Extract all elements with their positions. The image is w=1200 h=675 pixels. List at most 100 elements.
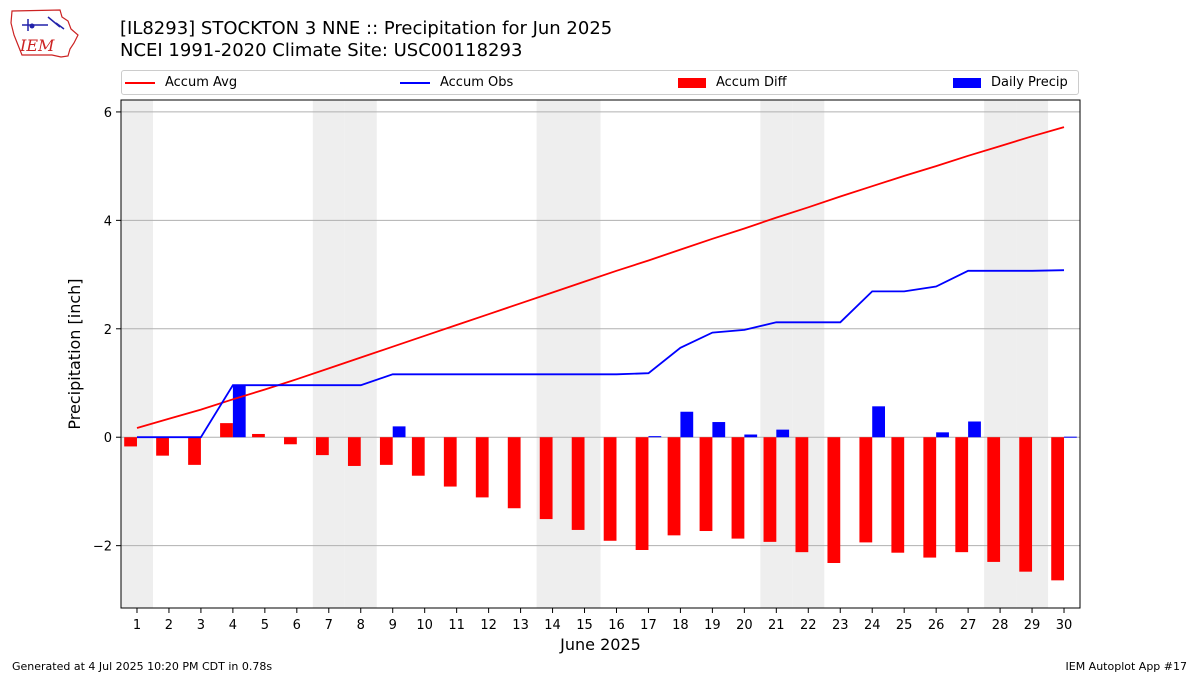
x-tick-label: 25 (896, 618, 913, 633)
bar-accum-diff (667, 437, 681, 536)
legend-item-accum-obs: Accum Obs (400, 71, 513, 94)
bar-accum-diff (923, 437, 937, 558)
legend-swatch-accum-diff (678, 77, 706, 88)
bar-accum-diff (571, 437, 585, 530)
legend-label-accum-diff: Accum Diff (716, 75, 787, 90)
x-tick-label: 3 (197, 618, 205, 633)
y-tick-label: 4 (104, 214, 112, 229)
bar-accum-diff (987, 437, 1001, 562)
plot-frame (120, 99, 1081, 609)
x-tick-label: 1 (133, 618, 141, 633)
bar-accum-diff (443, 437, 457, 487)
x-tick-label: 15 (576, 618, 593, 633)
legend-swatch-daily-precip (953, 77, 981, 88)
bar-accum-diff (539, 437, 553, 520)
y-tick-label: 2 (104, 323, 112, 338)
weekend-shade (121, 100, 153, 608)
x-tick-label: 11 (448, 618, 465, 633)
bar-accum-diff (699, 437, 713, 532)
bar-accum-diff (859, 437, 873, 543)
x-tick-label: 16 (608, 618, 625, 633)
legend-item-daily-precip: Daily Precip (953, 71, 1068, 94)
x-tick-label: 12 (480, 618, 497, 633)
bar-accum-diff (220, 423, 233, 438)
bar-accum-diff (411, 437, 425, 476)
x-tick-label: 14 (544, 618, 561, 633)
chart-subtitle: NCEI 1991-2020 Climate Site: USC00118293 (120, 40, 523, 61)
x-tick-label: 6 (293, 618, 301, 633)
x-tick-label: 27 (960, 618, 977, 633)
y-tick-label: 6 (104, 106, 112, 121)
bar-accum-diff (827, 437, 841, 564)
x-tick-label: 2 (165, 618, 173, 633)
bar-accum-diff (603, 437, 617, 541)
bar-daily-precip (680, 411, 694, 438)
bar-accum-diff (475, 437, 489, 498)
accum-avg-line (136, 126, 1065, 429)
bar-accum-diff (252, 433, 265, 438)
bars (124, 385, 1077, 581)
x-tick-label: 21 (768, 618, 785, 633)
bar-daily-precip (232, 385, 246, 438)
x-tick-label: 9 (389, 618, 397, 633)
x-tick-label: 28 (992, 618, 1009, 633)
bar-daily-precip (1064, 436, 1077, 438)
x-tick-label: 8 (357, 618, 365, 633)
chart-legend: Accum Avg Accum Obs Accum Diff Daily Pre… (121, 70, 1079, 95)
legend-item-accum-diff: Accum Diff (678, 71, 787, 94)
bar-accum-diff (763, 437, 777, 542)
weekend-shade (312, 100, 345, 608)
bar-accum-diff (1019, 437, 1033, 572)
iem-logo: IEM (8, 5, 80, 63)
y-tick-label: 0 (104, 431, 112, 446)
bar-daily-precip (648, 436, 662, 438)
bar-accum-diff (795, 437, 809, 553)
bar-accum-diff (156, 437, 169, 456)
bar-daily-precip (712, 422, 726, 438)
x-tick-label: 4 (229, 618, 237, 633)
y-axis-label: Precipitation [inch] (65, 278, 84, 429)
bar-accum-diff (315, 437, 329, 456)
legend-swatch-accum-obs (400, 81, 430, 84)
x-tick-label: 10 (416, 618, 433, 633)
bar-accum-diff (188, 437, 201, 465)
x-tick-label: 22 (800, 618, 817, 633)
legend-label-accum-obs: Accum Obs (440, 75, 514, 90)
chart-title: [IL8293] STOCKTON 3 NNE :: Precipitation… (120, 18, 613, 39)
bar-daily-precip (936, 432, 949, 438)
x-tick-label: 7 (325, 618, 333, 633)
legend-swatch-accum-avg (125, 81, 155, 84)
legend-item-accum-avg: Accum Avg (125, 71, 237, 94)
x-tick-label: 17 (640, 618, 657, 633)
weekend-shade (536, 100, 569, 608)
x-axis-label: June 2025 (559, 635, 641, 654)
bar-daily-precip (776, 429, 790, 438)
x-tick-label: 18 (672, 618, 689, 633)
footer-generated: Generated at 4 Jul 2025 10:20 PM CDT in … (12, 660, 273, 673)
weekend-shading (121, 100, 1049, 608)
x-tick-label: 13 (512, 618, 529, 633)
bar-accum-diff (124, 437, 137, 447)
accum-obs-line (137, 269, 1065, 439)
x-tick-label: 20 (736, 618, 753, 633)
bar-accum-diff (955, 437, 969, 553)
bar-daily-precip (744, 434, 758, 438)
footer-app: IEM Autoplot App #17 (1065, 660, 1188, 673)
x-tick-label: 26 (928, 618, 945, 633)
x-tick-label: 24 (864, 618, 881, 633)
bar-accum-diff (507, 437, 521, 509)
bar-daily-precip (968, 421, 981, 438)
legend-label-accum-avg: Accum Avg (165, 75, 238, 90)
bar-accum-diff (347, 437, 361, 466)
x-tick-label: 5 (261, 618, 269, 633)
logo-text: IEM (19, 36, 55, 55)
bar-daily-precip (392, 426, 406, 438)
bar-daily-precip (872, 406, 886, 438)
bar-accum-diff (891, 437, 905, 553)
series-lines (136, 126, 1065, 439)
bar-accum-diff (379, 437, 393, 465)
bar-accum-diff (284, 437, 297, 445)
weekend-shade (568, 100, 601, 608)
